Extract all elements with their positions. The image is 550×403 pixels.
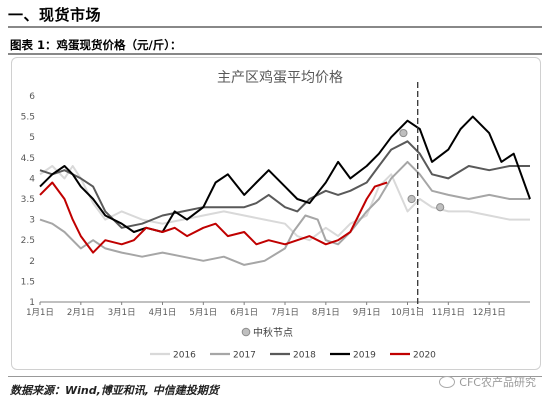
legend: 2016 2017 2018 2019 2020 (150, 351, 436, 361)
y-axis: 1 1.5 2 2.5 3 3.5 4 4.5 5 5.5 6 (21, 92, 36, 308)
series-line-2019 (39, 115, 531, 233)
y-tick-label: 3 (29, 216, 35, 226)
figure-caption: 图表 1：鸡蛋现货价格（元/斤）： (10, 38, 182, 52)
x-tick-label: 12月1日 (473, 308, 506, 318)
chart-title: 主产区鸡蛋平均价格 (217, 69, 343, 86)
annotation-label: 中秋节点 (253, 326, 293, 339)
series-line-2016 (39, 165, 530, 242)
y-tick-label: 1 (29, 298, 35, 308)
series-line-2017 (39, 160, 530, 266)
mid-autumn-marker (399, 128, 408, 138)
y-tick-label: 2 (29, 257, 35, 267)
x-tick-label: 7月1日 (271, 308, 299, 318)
x-axis: 1月1日 2月1日 3月1日 4月1日 5月1日 6月1日 7月1日 8月1日 9月1日 10月1… (26, 301, 530, 318)
y-tick-label: 4.5 (21, 154, 35, 164)
line-chart: 主产区鸡蛋平均价格 1 1.5 2 2.5 3 3.5 4 4.5 5 5.5 6 1月1日 2月1日… (21, 69, 531, 361)
annotation-marker-icon (241, 327, 251, 337)
y-tick-label: 2.5 (21, 236, 35, 246)
legend-label-2016: 2016 (173, 351, 196, 361)
x-tick-label: 1月1日 (26, 308, 54, 318)
x-tick-label: 2月1日 (67, 308, 95, 318)
legend-label-2017: 2017 (233, 351, 256, 361)
legend-label-2018: 2018 (293, 351, 316, 361)
annotation: 中秋节点 (241, 326, 293, 339)
x-tick-label: 6月1日 (230, 308, 258, 318)
x-tick-label: 8月1日 (312, 308, 340, 318)
legend-label-2019: 2019 (353, 351, 376, 361)
legend-label-2020: 2020 (413, 351, 436, 361)
chart-frame: 主产区鸡蛋平均价格 1 1.5 2 2.5 3 3.5 4 4.5 5 5.5 6 1月1日 2月1日… (11, 57, 541, 370)
mid-autumn-marker (407, 194, 416, 204)
series-group (39, 115, 531, 266)
series-line-2020 (39, 181, 388, 254)
mid-autumn-marker (436, 203, 445, 212)
series-line-2018 (39, 140, 530, 229)
y-tick-label: 1.5 (21, 277, 35, 287)
caption-rule (8, 53, 542, 55)
y-tick-label: 6 (29, 92, 35, 102)
y-tick-label: 3.5 (21, 195, 35, 205)
section-heading: 一、现货市场 (8, 6, 102, 24)
marker-group (399, 128, 445, 212)
x-tick-label: 10月1日 (391, 308, 424, 318)
heading-rule (8, 26, 542, 28)
y-tick-label: 5.5 (21, 113, 35, 123)
x-tick-label: 11月1日 (432, 308, 465, 318)
watermark: CFC农产品研究 (439, 374, 536, 390)
x-tick-label: 3月1日 (108, 308, 136, 318)
x-tick-label: 4月1日 (149, 308, 177, 318)
watermark-text: CFC农产品研究 (459, 376, 536, 389)
wechat-icon (439, 376, 456, 388)
y-tick-label: 5 (29, 133, 35, 143)
x-tick-label: 5月1日 (189, 308, 217, 318)
y-tick-label: 4 (29, 174, 35, 184)
x-tick-label: 9月1日 (353, 308, 381, 318)
source-note: 数据来源：Wind,博亚和讯, 中信建投期货 (10, 384, 219, 397)
source-rule (8, 376, 542, 377)
